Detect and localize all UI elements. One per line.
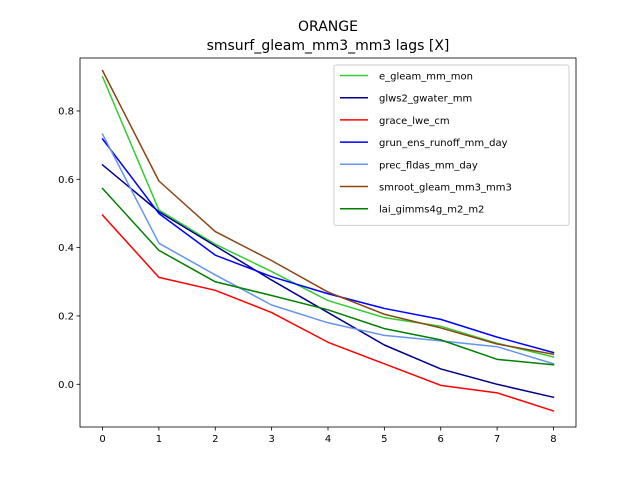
- x-tick-label: 2: [212, 434, 218, 445]
- legend-label: e_gleam_mm_mon: [379, 72, 473, 83]
- y-tick-label: 0.8: [58, 106, 74, 117]
- y-tick-label: 0.6: [58, 175, 74, 186]
- y-axis: 0.0 0.2 0.4 0.6 0.8: [58, 106, 80, 391]
- x-tick-label: 8: [550, 434, 556, 445]
- y-tick-label: 0.2: [58, 311, 74, 322]
- legend-label: grace_lwe_cm: [379, 116, 450, 127]
- x-tick-label: 3: [268, 434, 274, 445]
- series-line-grace_lwe_cm: [101, 214, 555, 412]
- legend: e_gleam_mm_mon glws2_gwater_mm grace_lwe_c…: [333, 64, 570, 226]
- x-tick-label: 1: [156, 434, 162, 445]
- x-tick-label: 6: [438, 434, 444, 445]
- legend-label: lai_gimms4g_m2_m2: [379, 205, 484, 216]
- legend-label: glws2_gwater_mm: [379, 94, 472, 105]
- legend-label: smroot_gleam_mm3_mm3: [379, 183, 512, 194]
- series-line-e_gleam_mm_mon: [101, 75, 555, 358]
- legend-label: grun_ens_runoff_mm_day: [379, 138, 508, 149]
- y-tick-label: 0.4: [58, 243, 74, 254]
- series-line-prec_fldas_mm_day: [101, 133, 555, 365]
- x-tick-label: 0: [99, 434, 105, 445]
- x-tick-label: 4: [325, 434, 331, 445]
- chart-title: ORANGE: [298, 19, 358, 35]
- y-tick-label: 0.0: [58, 380, 74, 391]
- x-tick-label: 5: [381, 434, 387, 445]
- series-line-smroot_gleam_mm3_mm3: [101, 69, 555, 356]
- series-line-grun_ens_runoff_mm_day: [101, 137, 555, 354]
- series-line-lai_gimms4g_m2_m2: [101, 187, 555, 366]
- x-axis: 0 1 2 3 4 5 6 7 8: [99, 427, 557, 445]
- legend-label: prec_fldas_mm_day: [379, 160, 478, 171]
- legend-box: [333, 64, 570, 226]
- x-tick-label: 7: [494, 434, 500, 445]
- series-line-glws2_gwater_mm: [101, 163, 555, 399]
- chart-subtitle: smsurf_gleam_mm3_mm3 lags [X]: [207, 38, 450, 54]
- series-layer: [101, 69, 555, 412]
